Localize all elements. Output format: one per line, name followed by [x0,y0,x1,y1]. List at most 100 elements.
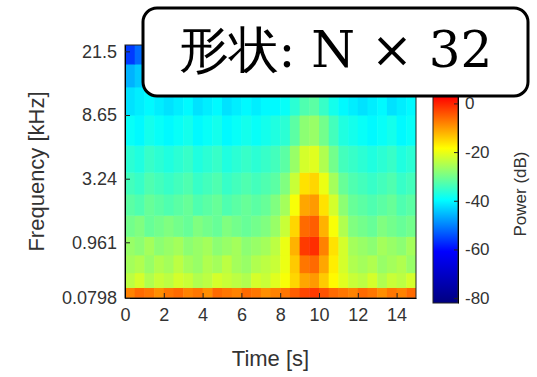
cell [164,273,174,288]
cell [232,236,242,255]
cell [406,287,416,298]
cell [261,273,271,288]
cell [300,287,310,298]
cell [290,287,300,298]
cell [144,115,154,146]
cell [329,236,339,255]
cell [174,172,184,194]
cell [271,145,281,172]
cell [222,236,232,255]
cell [135,115,145,146]
cell [125,236,135,255]
cell [193,115,203,146]
cell [387,236,397,255]
cell [135,236,145,255]
cell [358,172,368,194]
cell [154,287,164,298]
cell [241,115,251,146]
cell [144,194,154,216]
cell [387,115,397,146]
cell [319,172,329,194]
cell [183,255,193,273]
x-tick: 4 [198,293,208,325]
cell [368,115,378,146]
cell [387,215,397,237]
cell [280,172,290,194]
cell [290,273,300,288]
cell [368,255,378,273]
cell [135,215,145,237]
colorbar-tick-label: -60 [465,240,490,259]
cell [135,255,145,273]
cell [241,287,251,298]
cell [251,273,261,288]
cell [348,287,358,298]
cell [222,255,232,273]
y-tick: 0.0798 [62,288,130,308]
cell [135,287,145,298]
cell [358,194,368,216]
cell [309,236,319,255]
x-axis-title: Time [s] [232,346,309,371]
cell [290,255,300,273]
cell [290,115,300,146]
x-axis-line [126,298,417,299]
cell [125,215,135,237]
cell [125,255,135,273]
cell [329,172,339,194]
cell [144,236,154,255]
y-tick-mark [125,298,130,299]
cell [232,273,242,288]
cell [212,287,222,298]
cell [261,215,271,237]
x-tick-mark [164,293,165,298]
cell [300,215,310,237]
cell [387,255,397,273]
cell [290,236,300,255]
cell [377,215,387,237]
cell [193,194,203,216]
cell [241,145,251,172]
x-tick: 2 [159,293,169,325]
y-tick-label: 8.65 [82,105,117,125]
colorbar-tick-mark [454,103,458,104]
cell [135,145,145,172]
cell [164,215,174,237]
cell [135,194,145,216]
cell [135,172,145,194]
x-axis: 02468101214 [120,293,416,325]
cell [271,215,281,237]
x-tick: 8 [276,293,286,325]
cell [193,273,203,288]
cell [271,115,281,146]
cell [154,215,164,237]
cell [144,172,154,194]
cell [271,287,281,298]
cell [222,145,232,172]
colorbar-tick: -40 [454,192,490,211]
cell [358,287,368,298]
cell [309,215,319,237]
cell [144,255,154,273]
cell [251,236,261,255]
colorbar-tick-mark [454,201,458,202]
cell [348,145,358,172]
cell [290,145,300,172]
cell [397,287,407,298]
cell [183,172,193,194]
cell [125,45,135,64]
cell [174,273,184,288]
y-tick: 3.24 [82,169,130,189]
cell [164,287,174,298]
cell [271,194,281,216]
cell [300,145,310,172]
cell [261,287,271,298]
cell [319,215,329,237]
cell [280,287,290,298]
cell [271,172,281,194]
cell [309,145,319,172]
cell [348,215,358,237]
cell [338,172,348,194]
y-tick-mark [125,242,130,243]
cell [377,255,387,273]
